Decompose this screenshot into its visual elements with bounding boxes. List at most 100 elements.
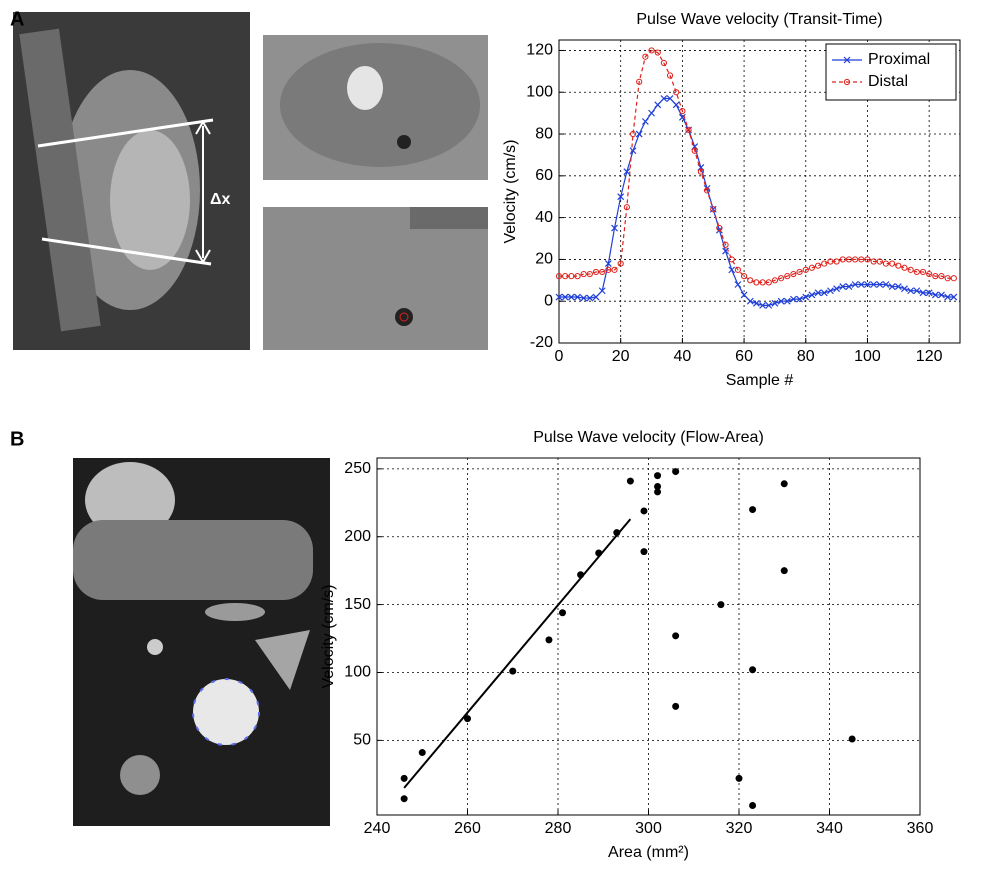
scatter-point: [418, 749, 426, 757]
legend-marker: [843, 56, 851, 64]
marker: [919, 289, 927, 297]
marker: [852, 256, 859, 263]
marker: [783, 297, 791, 305]
scatter-point: [749, 666, 757, 674]
y-axis-label: Velocity (cm/s): [502, 139, 519, 243]
marker: [617, 193, 625, 201]
scatter-point: [672, 702, 680, 710]
marker: [734, 281, 742, 288]
marker: [796, 295, 804, 303]
marker: [851, 281, 859, 288]
marker: [592, 268, 600, 276]
x-tick-label: 260: [454, 820, 481, 837]
x-tick-label: 0: [555, 348, 564, 365]
marker: [882, 260, 890, 267]
scatter-point: [672, 468, 680, 476]
y-tick-label: 50: [353, 732, 371, 749]
marker: [796, 268, 803, 276]
marker: [759, 301, 767, 309]
marker: [580, 270, 587, 278]
marker: [660, 95, 668, 102]
marker: [870, 281, 878, 288]
y-tick-label: 40: [535, 209, 553, 226]
marker: [568, 273, 575, 280]
marker: [944, 293, 952, 301]
x-tick-label: 320: [726, 820, 753, 837]
scatter-point: [654, 472, 662, 480]
marker: [901, 285, 908, 293]
marker: [765, 301, 773, 309]
marker: [857, 281, 865, 288]
marker: [734, 266, 742, 273]
phase-image-proximal: [263, 35, 488, 180]
marker: [931, 291, 939, 299]
marker: [944, 275, 951, 282]
marker: [666, 72, 674, 79]
plot-frame: [376, 457, 921, 816]
scatter-point: [400, 795, 408, 803]
marker: [747, 277, 754, 284]
marker: [580, 294, 588, 302]
legend-box: [825, 43, 957, 101]
marker: [771, 277, 779, 284]
scatter-point: [595, 549, 603, 557]
marker: [790, 295, 797, 303]
marker: [821, 260, 828, 267]
x-axis-label: Area (mm²): [608, 844, 689, 861]
marker: [913, 268, 920, 276]
scatter-point: [464, 715, 471, 723]
marker: [913, 287, 921, 295]
scatter-point: [400, 774, 408, 782]
marker: [888, 283, 896, 291]
marker: [710, 206, 717, 213]
marker: [611, 266, 618, 273]
y-tick-label: 80: [535, 125, 553, 142]
marker: [864, 256, 871, 263]
marker: [802, 293, 810, 301]
marker: [636, 78, 643, 85]
marker: [845, 283, 853, 291]
marker: [672, 101, 680, 109]
marker: [759, 279, 766, 286]
marker: [679, 107, 686, 115]
y-tick-label: -20: [530, 334, 553, 351]
scatter-point: [735, 774, 743, 782]
marker: [932, 273, 939, 280]
marker: [673, 89, 680, 96]
marker: [907, 287, 915, 295]
marker: [938, 273, 945, 280]
marker: [845, 256, 853, 263]
fit-line: [403, 518, 632, 789]
marker: [926, 270, 933, 278]
marker: [950, 293, 958, 301]
mri-image-axial: [73, 458, 330, 826]
x-tick-label: 280: [545, 820, 572, 837]
marker: [895, 262, 902, 269]
marker: [599, 268, 606, 276]
marker: [617, 260, 624, 267]
marker: [870, 258, 877, 265]
panel-label: A: [10, 8, 24, 30]
marker: [660, 59, 667, 67]
marker: [642, 53, 649, 60]
scatter-point: [672, 632, 680, 640]
scatter-point: [545, 636, 553, 644]
marker: [746, 297, 754, 305]
marker: [833, 285, 841, 293]
marker: [938, 291, 945, 299]
y-tick-label: 20: [535, 251, 553, 268]
marker: [555, 293, 563, 301]
marker: [648, 109, 655, 117]
marker: [808, 291, 816, 299]
legend-label: Distal: [868, 73, 908, 90]
marker: [623, 204, 630, 211]
x-tick-label: 120: [916, 348, 943, 365]
x-tick-label: 60: [735, 348, 753, 365]
marker: [703, 184, 711, 192]
marker: [790, 270, 797, 278]
marker: [611, 224, 618, 232]
y-tick-label: 200: [344, 528, 371, 545]
marker: [889, 260, 896, 267]
y-tick-label: 120: [526, 42, 553, 59]
